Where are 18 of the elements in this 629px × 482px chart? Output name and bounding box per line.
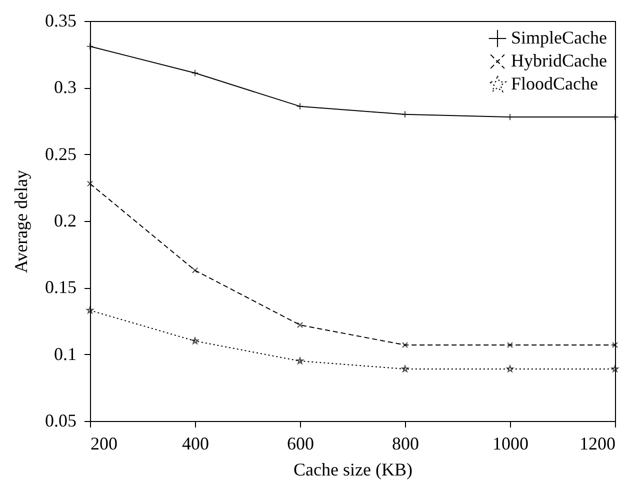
y-tick-label: 0.1 <box>54 344 76 364</box>
y-tick-label: 0.35 <box>45 10 76 30</box>
x-axis-title: Cache size (KB) <box>294 460 412 480</box>
x-tick-label: 400 <box>182 434 209 454</box>
y-tick-label: 0.15 <box>45 277 76 298</box>
legend-label: SimpleCache <box>511 28 607 48</box>
x-tick-label: 1000 <box>492 434 528 454</box>
x-tick-label: 600 <box>287 434 314 454</box>
y-tick-label: 0.2 <box>54 210 76 230</box>
legend-label: HybridCache <box>511 50 607 70</box>
y-axis-title: Average delay <box>11 170 31 274</box>
x-tick-label: 1200 <box>580 434 616 454</box>
x-tick-label: 800 <box>392 434 419 454</box>
y-tick-label: 0.3 <box>54 77 76 98</box>
y-tick-label: 0.05 <box>45 410 76 430</box>
x-tick-label: 200 <box>90 434 118 454</box>
y-tick-label: 0.25 <box>45 144 76 164</box>
legend-label: FloodCache <box>511 74 598 94</box>
